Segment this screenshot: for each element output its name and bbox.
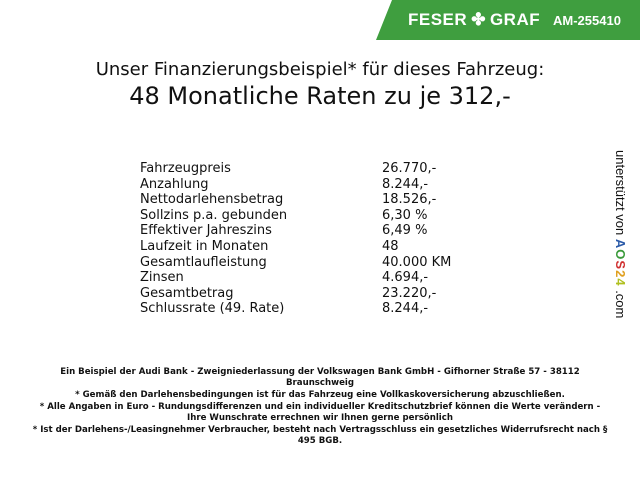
row-value: 26.770,- xyxy=(382,161,437,176)
table-row: Laufzeit in Monaten 48 xyxy=(140,239,451,255)
table-row: Nettodarlehensbetrag 18.526,- xyxy=(140,192,451,208)
brand-right: GRAF xyxy=(489,10,541,29)
title-line2: 48 Monatliche Raten zu je 312,- xyxy=(129,82,511,110)
footer-note: Ein Beispiel der Audi Bank - Zweignieder… xyxy=(60,367,580,388)
table-row: Gesamtlaufleistung 40.000 KM xyxy=(140,255,451,271)
row-value: 8.244,- xyxy=(382,176,429,192)
supported-by-text: unterstützt von xyxy=(613,150,628,236)
table-row: Gesamtbetrag 23.220,- xyxy=(140,286,451,302)
row-label: Anzahlung xyxy=(140,176,209,192)
row-label: Gesamtbetrag xyxy=(140,285,234,301)
table-row: Anzahlung 8.244,- xyxy=(140,177,451,193)
footer-note: * Ist der Darlehens-/Leasingnehmer Verbr… xyxy=(32,425,608,446)
row-value: 40.000 KM xyxy=(382,254,452,270)
table-row: Schlussrate (49. Rate) 8.244,- xyxy=(140,301,451,317)
row-label: Effektiver Jahreszins xyxy=(140,223,272,239)
aos24-logo: AOS24 xyxy=(613,238,628,287)
row-label: Gesamtlaufleistung xyxy=(140,254,267,270)
table-row: Sollzins p.a. gebunden 6,30 % xyxy=(140,208,451,224)
header-banner xyxy=(376,0,640,40)
row-value: 23.220,- xyxy=(382,285,437,301)
row-label: Laufzeit in Monaten xyxy=(140,238,269,254)
footer-notes: Ein Beispiel der Audi Bank - Zweignieder… xyxy=(30,367,610,448)
clover-icon: ✤ xyxy=(471,10,486,29)
row-label: Schlussrate (49. Rate) xyxy=(140,301,285,317)
row-value: 18.526,- xyxy=(382,192,437,208)
row-value: 48 xyxy=(382,238,399,254)
row-label: Nettodarlehensbetrag xyxy=(140,192,284,208)
row-label: Sollzins p.a. gebunden xyxy=(140,207,288,223)
row-value: 6,30 % xyxy=(382,207,428,223)
row-label: Fahrzeugpreis xyxy=(140,161,231,176)
brand-left: FESER xyxy=(408,10,468,29)
dealer-logo: FESER ✤ GRAF xyxy=(408,10,540,30)
supported-by: unterstützt von AOS24 .com xyxy=(613,150,628,350)
finance-table: Fahrzeugpreis 26.770,- Anzahlung 8.244,- N… xyxy=(140,161,451,317)
footer-note: * Gemäß den Darlehensbedingungen ist für… xyxy=(75,390,565,400)
row-label: Zinsen xyxy=(140,270,184,286)
row-value: 4.694,- xyxy=(382,270,429,286)
row-value: 8.244,- xyxy=(382,301,429,317)
footer-note: * Alle Angaben in Euro - Rundungsdiffere… xyxy=(39,402,601,423)
listing-id: AM-255410 xyxy=(553,13,621,28)
table-row: Fahrzeugpreis 26.770,- xyxy=(140,161,451,177)
row-value: 6,49 % xyxy=(382,223,428,239)
table-row: Effektiver Jahreszins 6,49 % xyxy=(140,223,451,239)
table-row: Zinsen 4.694,- xyxy=(140,270,451,286)
supported-by-suffix: .com xyxy=(613,290,628,319)
title-line1: Unser Finanzierungsbeispiel* für dieses … xyxy=(95,59,545,80)
